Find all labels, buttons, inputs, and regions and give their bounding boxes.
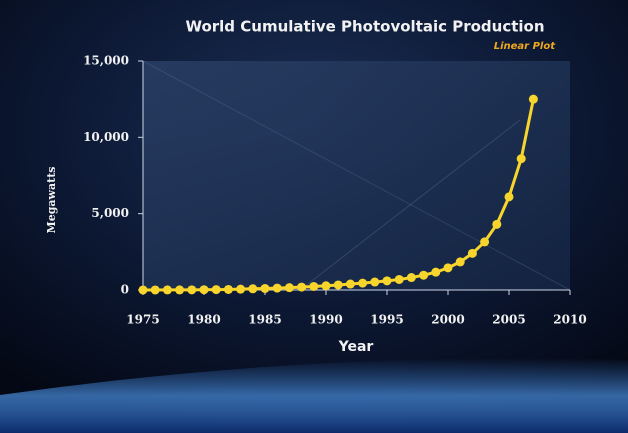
data-point (260, 283, 270, 293)
chart-title: World Cumulative Photovoltaic Production (185, 18, 544, 36)
y-axis-label: Megawatts (45, 167, 58, 234)
data-point (309, 281, 319, 291)
x-tick-label: 1985 (248, 313, 281, 327)
x-tick-label: 1990 (309, 313, 342, 327)
x-tick-label: 2010 (553, 313, 586, 327)
data-point (162, 285, 172, 295)
data-point (199, 285, 209, 295)
data-point (321, 281, 331, 291)
data-point (187, 285, 197, 295)
decor-line (299, 119, 521, 291)
data-point (382, 276, 392, 286)
y-tick-label: 10,000 (83, 130, 129, 144)
data-point (480, 237, 490, 247)
data-point (492, 219, 502, 229)
data-point (358, 278, 368, 288)
data-point (223, 284, 233, 294)
x-tick-label: 1975 (126, 313, 159, 327)
x-tick-label: 2000 (431, 313, 464, 327)
x-tick-label: 1980 (187, 313, 220, 327)
chart-subtitle: Linear Plot (494, 41, 556, 52)
data-point (406, 273, 416, 283)
plot-area (143, 61, 570, 290)
x-tick-label: 2005 (492, 313, 525, 327)
data-point (516, 154, 526, 164)
data-point (431, 267, 441, 277)
data-point (284, 283, 294, 293)
data-point (467, 248, 477, 258)
data-point (150, 285, 160, 295)
data-point (370, 277, 380, 287)
data-point (419, 270, 429, 280)
decor-line (142, 60, 571, 291)
data-point (138, 285, 148, 295)
earth-glow (0, 358, 628, 433)
data-point (333, 280, 343, 290)
data-point (236, 284, 246, 294)
y-tick-label: 0 (121, 283, 129, 297)
data-point (211, 285, 221, 295)
x-axis-label: Year (338, 339, 374, 355)
x-tick-label: 1995 (370, 313, 403, 327)
data-point (272, 283, 282, 293)
data-point (297, 282, 307, 292)
data-point (528, 94, 538, 104)
data-point (248, 284, 258, 294)
data-point (443, 263, 453, 273)
data-point (175, 285, 185, 295)
y-tick-label: 5,000 (91, 206, 129, 220)
data-point (394, 274, 404, 284)
data-point (455, 257, 465, 267)
y-tick-label: 15,000 (83, 54, 129, 68)
data-point (345, 279, 355, 289)
data-point (504, 192, 514, 202)
